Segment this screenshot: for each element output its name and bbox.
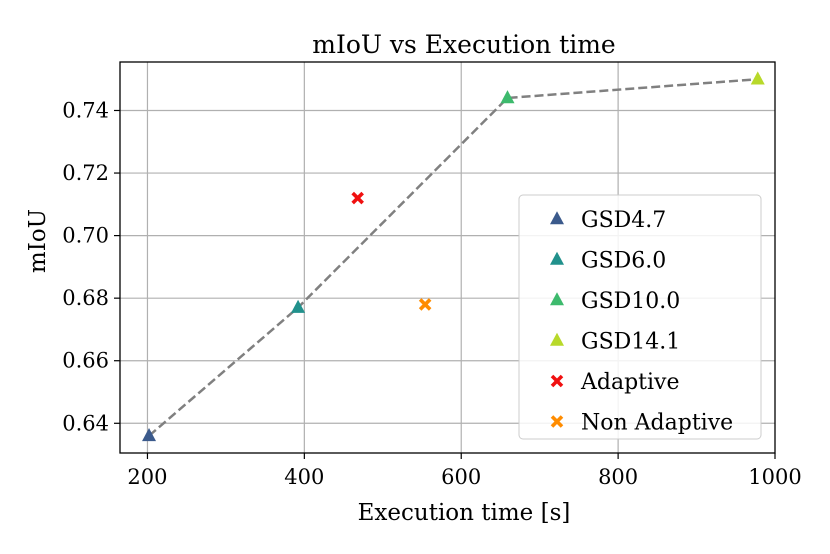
data-point-triangle: [142, 427, 157, 442]
y-tick-label: 0.72: [62, 161, 109, 185]
x-axis-label: Execution time [s]: [358, 500, 571, 526]
plot-frame: [119, 61, 776, 454]
legend-marker-triangle: [550, 251, 564, 265]
y-tick-label: 0.68: [62, 286, 109, 310]
data-point-x: [351, 191, 364, 205]
gridlines: [120, 62, 775, 453]
data-point-triangle: [291, 299, 306, 313]
legend-label: Adaptive: [580, 370, 680, 395]
chart-title: mIoU vs Execution time: [312, 30, 615, 59]
axis-ticks: 200 400 600 800 1000 0.64 0.66 0.68 0.70 0.72 0.74: [62, 98, 801, 489]
x-marker-stroke: [550, 374, 564, 388]
y-tick-label: 0.64: [62, 411, 109, 435]
legend-marker-x: [550, 415, 564, 428]
x-tick-label: 800: [598, 465, 638, 489]
legend: GSD4.7 GSD6.0 GSD10.0 GSD14.1 Adaptive Non Ad…: [518, 194, 762, 440]
trend-line: [148, 77, 758, 437]
x-tick-label: 600: [441, 465, 481, 489]
legend-label: GSD6.0: [581, 249, 666, 274]
legend-box: [518, 194, 762, 440]
y-tick-label: 0.74: [62, 98, 109, 122]
x-marker-stroke: [351, 191, 364, 205]
y-tick-label: 0.66: [62, 349, 109, 373]
y-tick-label: 0.70: [62, 224, 109, 248]
data-point-triangle: [500, 90, 515, 104]
legend-marker-triangle: [550, 332, 564, 346]
data-point-x: [418, 298, 432, 311]
x-tick-label: 400: [284, 465, 324, 489]
legend-marker-x: [550, 374, 564, 388]
x-tick-label: 200: [127, 465, 167, 489]
legend-label: GSD4.7: [581, 208, 666, 233]
y-axis-label: mIoU: [25, 209, 51, 273]
legend-label: GSD14.1: [581, 330, 680, 355]
x-tick-label: 1000: [748, 465, 801, 489]
data-markers: [142, 71, 765, 442]
data-point-triangle: [750, 71, 765, 85]
legend-label: Non Adaptive: [581, 411, 733, 436]
trend-line-layer: [148, 77, 758, 437]
x-marker-stroke: [418, 298, 432, 311]
x-marker-stroke: [550, 415, 564, 428]
legend-marker-triangle: [550, 292, 564, 306]
legend-label: GSD10.0: [581, 289, 680, 314]
legend-marker-triangle: [550, 211, 564, 225]
